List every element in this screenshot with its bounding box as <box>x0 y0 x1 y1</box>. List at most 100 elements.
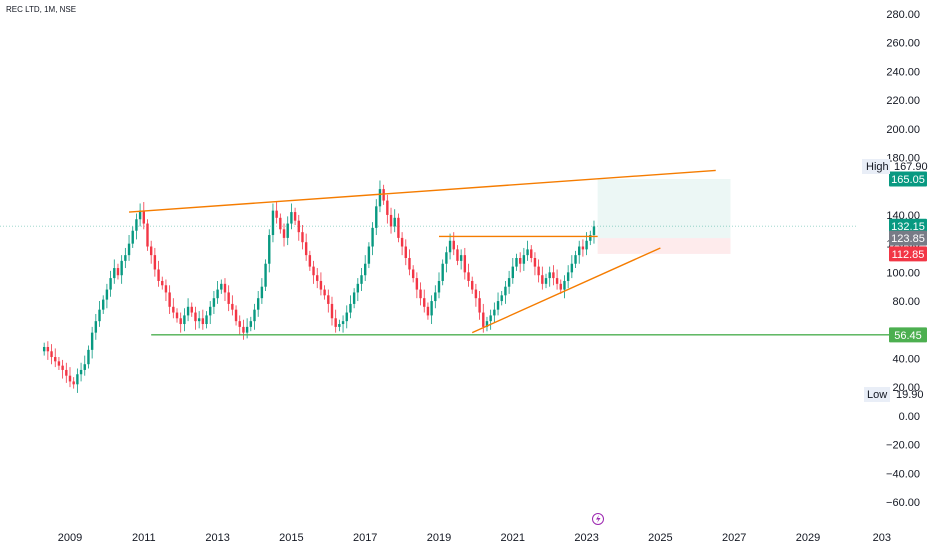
candle-body <box>496 301 500 310</box>
y-tick-label: 240.00 <box>886 66 920 78</box>
candle-body <box>404 246 407 258</box>
candle-body <box>566 272 570 281</box>
candle-body <box>216 289 219 299</box>
candle-body <box>493 309 496 316</box>
chart-title: REC LTD, 1M, NSE <box>6 5 76 14</box>
candle-body <box>275 210 278 218</box>
loss-zone[interactable] <box>597 238 731 254</box>
candle-body <box>541 275 544 284</box>
candle-body <box>319 280 323 290</box>
candle-body <box>334 318 337 327</box>
stop-price-badge <box>889 246 927 262</box>
candle-body <box>489 315 492 322</box>
candle-body <box>434 292 437 302</box>
candle-body <box>279 217 282 230</box>
candle-body <box>293 212 297 221</box>
candle-body <box>131 230 134 244</box>
candle-body <box>504 286 507 296</box>
x-tick-label: 2029 <box>796 532 820 544</box>
candle-body <box>175 312 179 319</box>
long-position-box[interactable] <box>597 178 731 254</box>
candle-body <box>90 332 94 350</box>
upper-resistance-line[interactable] <box>128 169 716 213</box>
candle-body <box>522 255 526 264</box>
candle-body <box>349 303 352 313</box>
candle-body <box>50 351 53 358</box>
event-lightning-icon[interactable] <box>592 513 604 525</box>
candle-body <box>164 285 168 293</box>
candle-body <box>65 369 68 376</box>
candle-body <box>330 303 334 319</box>
candle-body <box>552 272 555 279</box>
candle-body <box>382 189 385 201</box>
candle-body <box>212 298 216 307</box>
candle-body <box>72 381 75 385</box>
candle-body <box>437 280 441 293</box>
candle-body <box>500 295 503 302</box>
candle-body <box>526 249 529 256</box>
candle-body <box>301 232 304 243</box>
candle-body <box>231 303 234 310</box>
candle-body <box>463 255 467 273</box>
candle-body <box>209 306 212 316</box>
candle-body <box>249 321 253 327</box>
trendline-layer[interactable] <box>128 169 893 336</box>
candle-body <box>367 246 371 264</box>
candle-body <box>533 258 537 267</box>
last-price-price-label: 132.15 <box>891 221 925 233</box>
y-tick-label: 260.00 <box>886 38 920 50</box>
candle-body <box>378 189 382 207</box>
candle-body <box>223 283 227 293</box>
y-tick-label: 20.00 <box>892 382 920 394</box>
candle-body <box>142 210 145 224</box>
candle-body <box>116 268 120 276</box>
x-tick-label: 2013 <box>205 532 229 544</box>
candle-body <box>570 263 574 273</box>
candle-body <box>448 240 452 253</box>
profit-zone[interactable] <box>597 178 731 239</box>
candle-body <box>260 286 264 299</box>
high-label-text: High <box>866 161 889 173</box>
y-tick-label: −60.00 <box>886 497 920 509</box>
y-tick-label: −20.00 <box>886 440 920 452</box>
candle-body <box>397 217 400 238</box>
candle-body <box>441 263 444 281</box>
low-label-text: Low <box>867 389 887 401</box>
stop-price-label: 112.85 <box>892 249 925 261</box>
time-axis[interactable]: 2009 2011 2013 2015 2017 2019 2021 2023 2025 2027… <box>58 532 891 544</box>
x-tick-label: 2011 <box>132 532 156 544</box>
candle-body <box>389 214 393 227</box>
candle-body <box>308 255 312 267</box>
candle-body <box>415 278 419 290</box>
candle-body <box>98 309 101 322</box>
candle-body <box>578 246 581 256</box>
x-tick-label: 203 <box>873 532 891 544</box>
candle-body <box>124 255 127 261</box>
low-value: 19.90 <box>896 389 924 401</box>
candle-body <box>102 299 105 310</box>
price-axis[interactable]: 280.00260.00240.00220.00200.00180.00140.… <box>886 9 920 509</box>
candle-body <box>371 227 374 247</box>
candle-body <box>474 289 478 299</box>
candle-body <box>485 321 489 327</box>
candle-body <box>471 280 474 290</box>
x-tick-label: 2021 <box>501 532 525 544</box>
candle-body <box>360 275 363 284</box>
target-price-label: 165.05 <box>891 174 925 186</box>
support-price-label: 56.45 <box>894 330 922 342</box>
y-tick-label: 100.00 <box>886 267 920 279</box>
candle-body <box>430 301 433 316</box>
candle-body <box>268 235 271 264</box>
candle-body <box>518 258 522 264</box>
candle-body <box>157 269 160 281</box>
candle-body <box>113 268 116 279</box>
candle-body <box>327 295 330 304</box>
support-price-badge <box>889 327 927 343</box>
candle-body <box>507 278 511 287</box>
candle-body <box>386 200 389 215</box>
rising-support-line[interactable] <box>471 247 661 334</box>
candle-body <box>375 206 378 228</box>
candle-body <box>109 278 112 290</box>
candle-body <box>205 315 208 325</box>
